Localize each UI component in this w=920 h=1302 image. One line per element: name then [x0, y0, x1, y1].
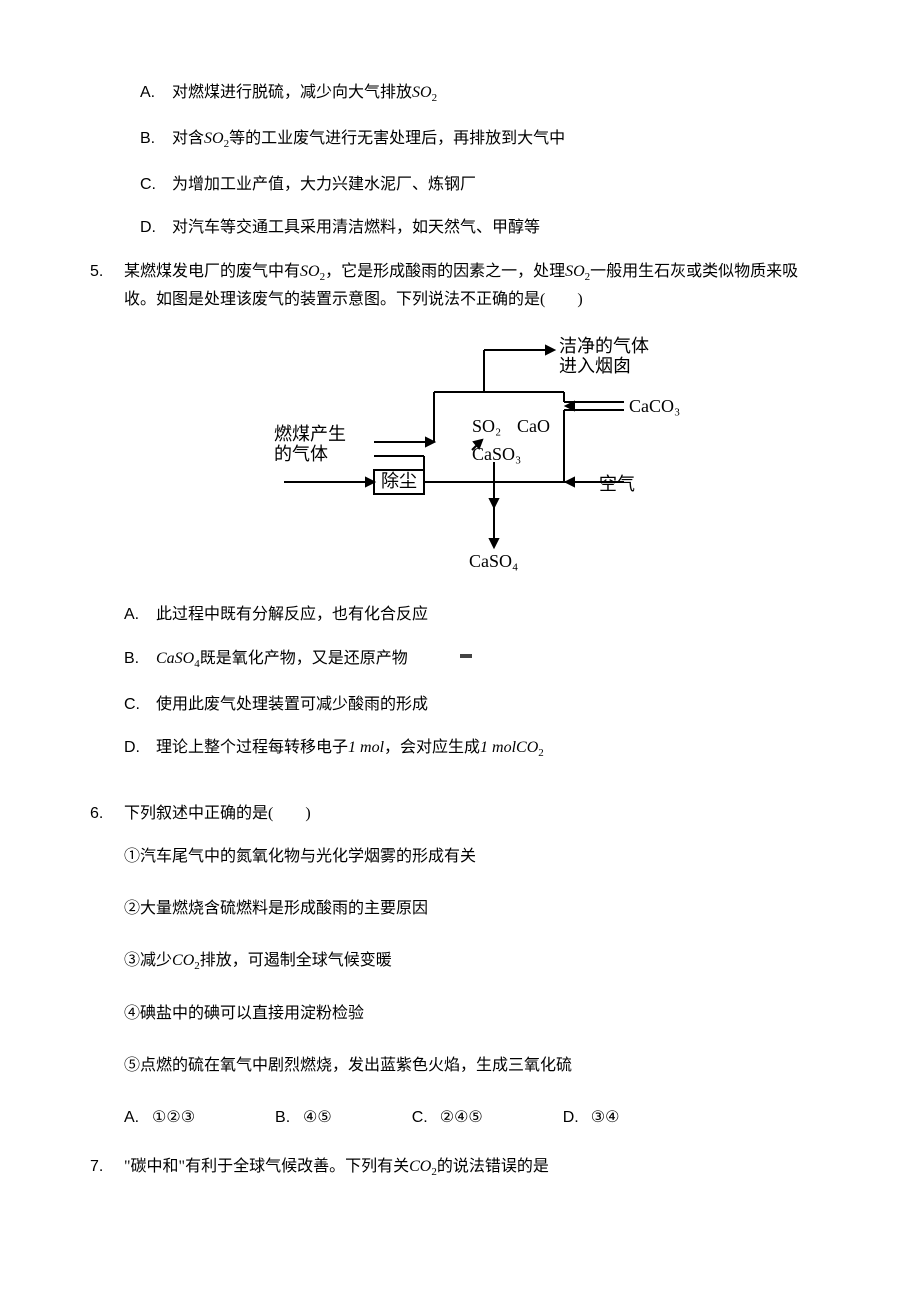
question-number: 5.: [90, 259, 120, 285]
option-text: 对燃煤进行脱硫，减少向大气排放SO2: [172, 84, 437, 101]
question-stem: "碳中和"有利于全球气候改善。下列有关CO2的说法错误的是: [124, 1158, 549, 1175]
q5-option-C: C. 使用此废气处理装置可减少酸雨的形成: [124, 692, 824, 718]
statement-1: ①汽车尾气中的氮氧化物与光化学烟雾的形成有关: [124, 844, 824, 870]
q6-options-row: A.①②③ B.④⑤ C.②④⑤ D.③④: [124, 1105, 824, 1131]
option-letter: C.: [124, 692, 152, 718]
q4-option-C: C. 为增加工业产值，大力兴建水泥厂、炼钢厂: [90, 172, 830, 198]
option-text: 此过程中既有分解反应，也有化合反应: [156, 606, 428, 623]
question-6: 6. 下列叙述中正确的是( ) ①汽车尾气中的氮氧化物与光化学烟雾的形成有关 ②…: [90, 801, 830, 1130]
q6-option-A: A.①②③: [124, 1105, 195, 1131]
label-clean2: 进入烟囱: [559, 356, 631, 376]
q4-option-B: B. 对含SO2等的工业废气进行无害处理后，再排放到大气中: [90, 126, 830, 154]
label-caso3: CaSO₃: [472, 444, 521, 464]
question-body: 下列叙述中正确的是( ) ①汽车尾气中的氮氧化物与光化学烟雾的形成有关 ②大量燃…: [124, 801, 824, 1130]
label-caco3: CaCO₃: [629, 396, 680, 416]
option-letter: B.: [140, 126, 168, 152]
diagram-svg: 洁净的气体 进入烟囱 CaCO₃ SO₂ CaO 燃煤产生 的气体 CaSO₃ …: [254, 332, 694, 572]
question-number: 6.: [90, 801, 120, 827]
question-stem: 某燃煤发电厂的废气中有SO2，它是形成酸雨的因素之一，处理SO2一般用生石灰或类…: [124, 259, 824, 312]
q4-option-D: D. 对汽车等交通工具采用清洁燃料，如天然气、甲醇等: [90, 215, 830, 241]
statement-5: ⑤点燃的硫在氧气中剧烈燃烧，发出蓝紫色火焰，生成三氧化硫: [124, 1053, 824, 1079]
option-letter: B.: [124, 646, 152, 672]
question-body: "碳中和"有利于全球气候改善。下列有关CO2的说法错误的是: [124, 1154, 824, 1182]
label-so2: SO₂: [472, 416, 501, 436]
question-number: 7.: [90, 1154, 120, 1180]
q6-option-C: C.②④⑤: [412, 1105, 483, 1131]
option-text: CaSO4既是氧化产物，又是还原产物: [156, 650, 408, 667]
option-letter: C.: [140, 172, 168, 198]
option-letter: A.: [140, 80, 168, 106]
option-text: 使用此废气处理装置可减少酸雨的形成: [156, 696, 428, 713]
label-combust2: 的气体: [274, 444, 328, 464]
question-body: 某燃煤发电厂的废气中有SO2，它是形成酸雨的因素之一，处理SO2一般用生石灰或类…: [124, 259, 824, 781]
option-text: 为增加工业产值，大力兴建水泥厂、炼钢厂: [172, 176, 476, 193]
statement-2: ②大量燃烧含硫燃料是形成酸雨的主要原因: [124, 896, 824, 922]
q5-option-A: A. 此过程中既有分解反应，也有化合反应: [124, 602, 824, 628]
label-cao: CaO: [517, 416, 550, 436]
label-combust1: 燃煤产生: [274, 424, 346, 444]
statement-4: ④碘盐中的碘可以直接用淀粉检验: [124, 1001, 824, 1027]
q5-option-D: D. 理论上整个过程每转移电子1 mol，会对应生成1 molCO2: [124, 735, 824, 763]
option-text: 理论上整个过程每转移电子1 mol，会对应生成1 molCO2: [156, 739, 544, 756]
process-diagram: 洁净的气体 进入烟囱 CaCO₃ SO₂ CaO 燃煤产生 的气体 CaSO₃ …: [254, 332, 694, 572]
question-5: 5. 某燃煤发电厂的废气中有SO2，它是形成酸雨的因素之一，处理SO2一般用生石…: [90, 259, 830, 781]
question-stem: 下列叙述中正确的是( ): [124, 801, 824, 827]
label-dust: 除尘: [381, 471, 417, 491]
q4-options: A. 对燃煤进行脱硫，减少向大气排放SO2 B. 对含SO2等的工业废气进行无害…: [90, 80, 830, 241]
option-letter: D.: [140, 215, 168, 241]
label-caso4: CaSO₄: [469, 551, 518, 571]
label-air: 空气: [599, 474, 635, 494]
option-text: 对汽车等交通工具采用清洁燃料，如天然气、甲醇等: [172, 219, 540, 236]
question-7: 7. "碳中和"有利于全球气候改善。下列有关CO2的说法错误的是: [90, 1154, 830, 1182]
page-marker-icon: [460, 654, 472, 658]
option-letter: D.: [124, 735, 152, 761]
option-letter: A.: [124, 602, 152, 628]
q4-option-A: A. 对燃煤进行脱硫，减少向大气排放SO2: [90, 80, 830, 108]
q5-option-B: B. CaSO4既是氧化产物，又是还原产物: [124, 646, 824, 674]
q6-option-D: D.③④: [563, 1105, 620, 1131]
statement-3: ③减少CO2排放，可遏制全球气候变暖: [124, 948, 824, 976]
label-clean1: 洁净的气体: [559, 336, 649, 356]
option-text: 对含SO2等的工业废气进行无害处理后，再排放到大气中: [172, 130, 565, 147]
q6-option-B: B.④⑤: [275, 1105, 332, 1131]
